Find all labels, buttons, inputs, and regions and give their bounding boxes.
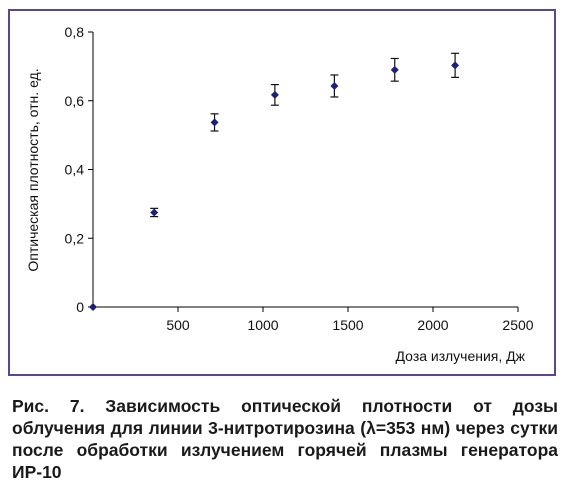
data-point <box>330 74 339 98</box>
x-tick-label: 1000 <box>247 317 278 333</box>
x-tick-label: 2000 <box>417 317 448 333</box>
figure-caption: Рис. 7. Зависимость оптической плотности… <box>12 396 558 482</box>
y-tick-label: 0,4 <box>65 162 85 178</box>
x-tick-label: 1500 <box>332 317 363 333</box>
chart-marks <box>89 52 460 311</box>
data-point <box>270 83 279 106</box>
data-point <box>210 113 219 132</box>
y-tick-label: 0 <box>76 299 84 315</box>
diamond-marker <box>390 65 399 74</box>
y-tick-label: 0,6 <box>65 93 85 109</box>
diamond-marker <box>451 61 460 70</box>
data-point <box>390 57 399 82</box>
x-tick-label: 500 <box>166 317 190 333</box>
x-axis-label: Доза излучения, Дж <box>396 348 526 364</box>
diamond-marker <box>330 81 339 90</box>
data-point <box>451 52 460 78</box>
y-tick-label: 0,8 <box>65 24 85 40</box>
data-point <box>89 303 97 311</box>
y-axis-label: Оптическая плотность, отн. ед. <box>25 68 41 271</box>
x-tick-label: 2500 <box>502 317 533 333</box>
optical-density-chart: 0 0,2 0,4 0,6 0,8 500 1000 1500 2000 2500 Доза из… <box>25 24 534 364</box>
diamond-marker <box>270 90 279 99</box>
chart-axes <box>92 32 518 308</box>
diamond-marker <box>150 208 159 217</box>
chart-frame <box>8 9 556 376</box>
diamond-marker <box>89 303 97 311</box>
data-point <box>150 207 159 218</box>
y-tick-label: 0,2 <box>65 230 85 246</box>
diamond-marker <box>210 118 219 127</box>
chart-ticks: 0 0,2 0,4 0,6 0,8 500 1000 1500 2000 2500 <box>65 24 534 333</box>
